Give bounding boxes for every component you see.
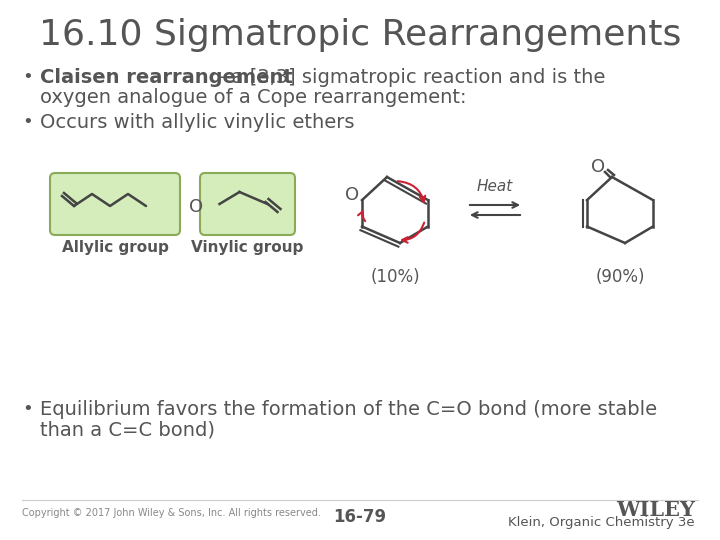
Text: WILEY: WILEY: [616, 500, 695, 520]
FancyBboxPatch shape: [50, 173, 180, 235]
Text: O: O: [189, 198, 203, 216]
Text: •: •: [22, 400, 32, 418]
Text: Equilibrium favors the formation of the C=O bond (more stable: Equilibrium favors the formation of the …: [40, 400, 657, 419]
Text: Vinylic group: Vinylic group: [192, 240, 304, 255]
Text: oxygen analogue of a Cope rearrangement:: oxygen analogue of a Cope rearrangement:: [40, 88, 467, 107]
Text: Claisen rearrangement: Claisen rearrangement: [40, 68, 293, 87]
Text: Klein, Organic Chemistry 3e: Klein, Organic Chemistry 3e: [508, 516, 695, 529]
Text: •: •: [22, 113, 32, 131]
Text: •: •: [22, 68, 32, 86]
Text: Heat: Heat: [477, 179, 513, 194]
Text: O: O: [345, 186, 359, 204]
Text: 16.10 Sigmatropic Rearrangements: 16.10 Sigmatropic Rearrangements: [39, 18, 681, 52]
Text: O: O: [591, 158, 605, 176]
Text: Copyright © 2017 John Wiley & Sons, Inc. All rights reserved.: Copyright © 2017 John Wiley & Sons, Inc.…: [22, 508, 321, 518]
FancyBboxPatch shape: [200, 173, 295, 235]
Text: - a [3,3] sigmatropic reaction and is the: - a [3,3] sigmatropic reaction and is th…: [212, 68, 606, 87]
Text: 16-79: 16-79: [333, 508, 387, 526]
Text: Occurs with allylic vinylic ethers: Occurs with allylic vinylic ethers: [40, 113, 354, 132]
Text: (10%): (10%): [370, 268, 420, 286]
Text: than a C=C bond): than a C=C bond): [40, 420, 215, 439]
Text: Allylic group: Allylic group: [62, 240, 168, 255]
Text: (90%): (90%): [595, 268, 644, 286]
